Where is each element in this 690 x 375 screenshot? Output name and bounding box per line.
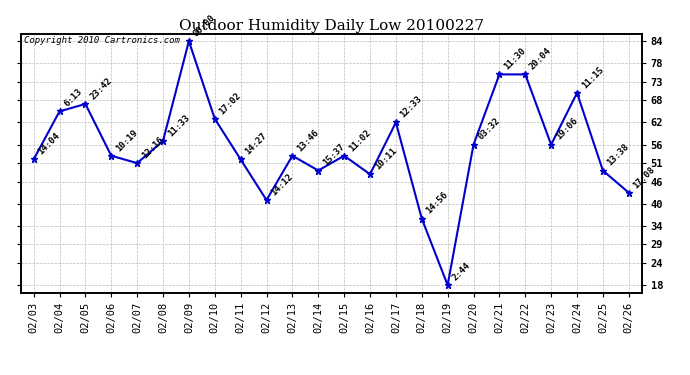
Text: 10:19: 10:19 <box>114 128 139 153</box>
Text: 12:16: 12:16 <box>140 135 166 160</box>
Text: 12:33: 12:33 <box>399 94 424 120</box>
Text: 20:04: 20:04 <box>528 46 553 72</box>
Text: 13:46: 13:46 <box>295 128 321 153</box>
Text: 17:02: 17:02 <box>217 91 243 116</box>
Text: 10:11: 10:11 <box>373 146 398 171</box>
Text: 2:44: 2:44 <box>451 261 472 282</box>
Text: 14:56: 14:56 <box>424 190 450 216</box>
Text: 00:00: 00:00 <box>192 13 217 38</box>
Text: 14:27: 14:27 <box>244 131 269 157</box>
Text: 11:30: 11:30 <box>502 46 528 72</box>
Text: 11:02: 11:02 <box>347 128 373 153</box>
Text: 11:33: 11:33 <box>166 113 191 138</box>
Text: 11:15: 11:15 <box>580 65 605 90</box>
Text: 6:13: 6:13 <box>62 87 84 109</box>
Text: 14:12: 14:12 <box>269 172 295 197</box>
Text: 23:42: 23:42 <box>88 76 114 101</box>
Text: 13:38: 13:38 <box>606 142 631 168</box>
Text: 14:04: 14:04 <box>37 131 62 157</box>
Text: 19:06: 19:06 <box>554 117 580 142</box>
Text: 03:32: 03:32 <box>476 117 502 142</box>
Text: Copyright 2010 Cartronics.com: Copyright 2010 Cartronics.com <box>23 36 179 45</box>
Text: 17:08: 17:08 <box>631 165 657 190</box>
Text: 15:37: 15:37 <box>321 142 346 168</box>
Title: Outdoor Humidity Daily Low 20100227: Outdoor Humidity Daily Low 20100227 <box>179 19 484 33</box>
